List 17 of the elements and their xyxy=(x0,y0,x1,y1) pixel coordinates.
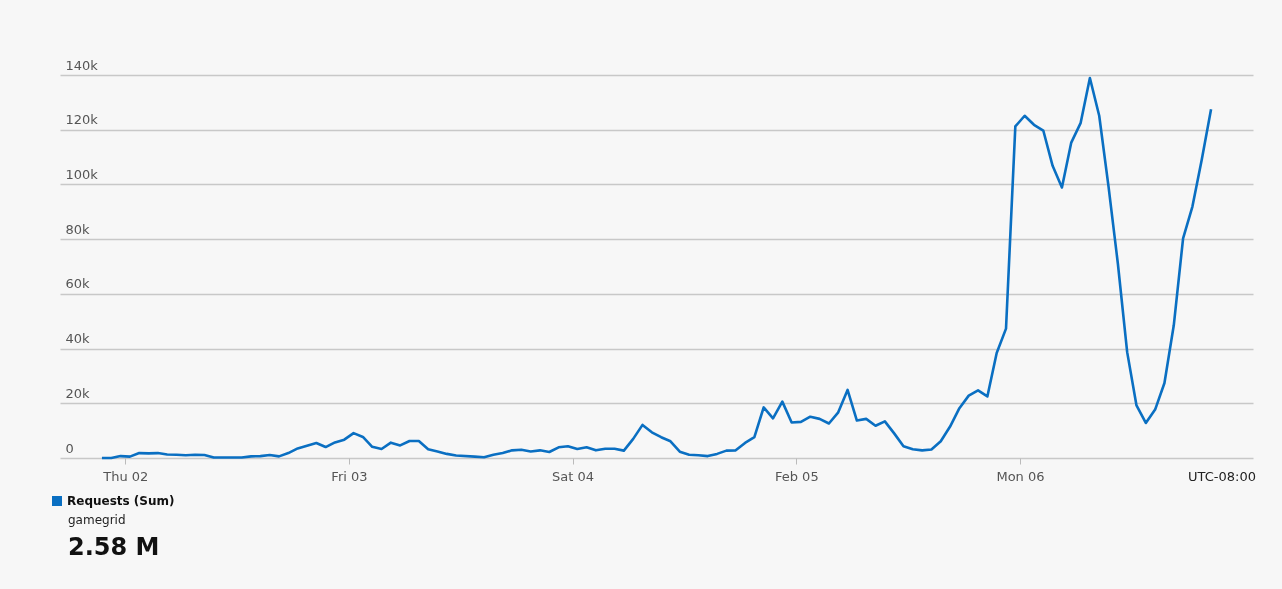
x-tick-label: Sat 04 xyxy=(552,468,595,484)
legend-label: Requests (Sum) xyxy=(67,494,175,508)
x-tick-label: Feb 05 xyxy=(774,468,819,484)
y-tick-label: 0 xyxy=(65,440,74,456)
y-tick-label: 120k xyxy=(65,112,99,128)
text: 2.58 M xyxy=(68,533,160,561)
text: gamegrid xyxy=(68,513,126,527)
x-tick-label: Mon 06 xyxy=(996,468,1045,484)
x-tick-label: Thu 02 xyxy=(102,468,149,484)
y-tick-label: 140k xyxy=(65,57,99,73)
text: UTC-08:00 xyxy=(1188,469,1256,484)
x-tick-label: Fri 03 xyxy=(331,468,368,484)
y-tick-label: 100k xyxy=(65,166,99,182)
y-tick-label: 40k xyxy=(65,331,91,347)
y-tick-label: 60k xyxy=(65,276,91,292)
y-tick-label: 80k xyxy=(65,221,91,237)
y-tick-label: 20k xyxy=(65,385,91,401)
